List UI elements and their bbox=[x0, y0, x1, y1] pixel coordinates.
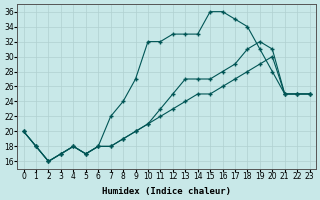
X-axis label: Humidex (Indice chaleur): Humidex (Indice chaleur) bbox=[102, 187, 231, 196]
